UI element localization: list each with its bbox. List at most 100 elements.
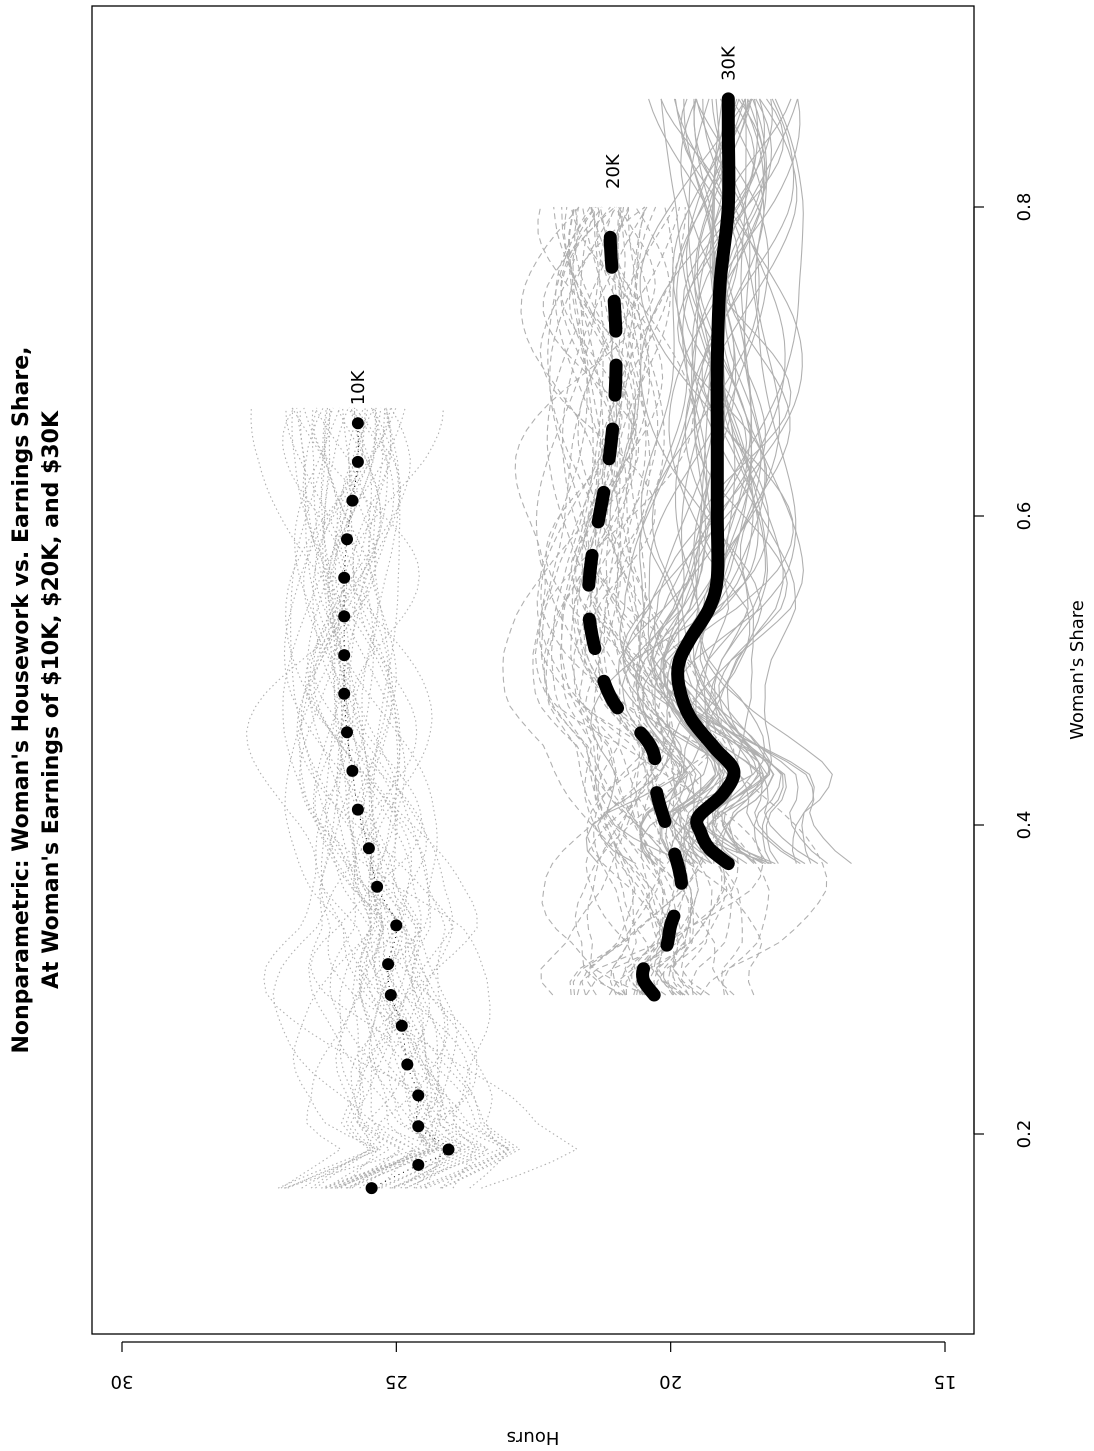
bootstrap-curve-10K — [354, 407, 475, 1189]
x-tick-label: 0.8 — [1014, 193, 1035, 222]
bootstrap-curve-10K — [245, 407, 510, 1189]
bootstrap-curve-20K — [584, 206, 763, 996]
bootstrap-curve-20K — [573, 206, 710, 996]
bootstrap-curve-30K — [654, 98, 754, 865]
bootstrap-curve-20K — [615, 206, 699, 996]
bootstrap-curve-20K — [574, 206, 636, 996]
bootstrap-curve-20K — [554, 206, 739, 996]
bootstrap-curve-20K — [576, 206, 661, 996]
bootstrap-curve-30K — [662, 98, 781, 864]
series-label-20K: 20K — [603, 153, 624, 189]
bootstrap-curve-30K — [639, 98, 797, 864]
series-point-10K — [346, 494, 359, 507]
bootstrap-curve-10K — [314, 407, 463, 1189]
y-tick-label-group: 25 — [385, 1371, 408, 1392]
x-tick-label: 0.4 — [1014, 811, 1035, 840]
bootstrap-curve-20K — [539, 206, 661, 996]
bootstrap-curve-30K — [617, 98, 801, 865]
y-tick-label: 20 — [659, 1371, 682, 1392]
bootstrap-curve-20K — [568, 206, 722, 996]
y-tick-label-group: 15 — [934, 1371, 957, 1392]
bootstrap-curve-10K — [303, 407, 449, 1189]
series-point-10K — [362, 842, 375, 855]
bootstrap-curve-20K — [616, 206, 683, 996]
bootstrap-curve-30K — [684, 98, 828, 865]
series-point-10K — [395, 1019, 408, 1032]
y-tick-label: 30 — [111, 1371, 134, 1392]
ylabel-group: Hours — [507, 1427, 560, 1448]
bootstrap-curve-20K — [540, 206, 828, 996]
bootstrap-curve-20K — [597, 206, 735, 996]
bootstrap-curve-10K — [282, 407, 471, 1189]
bootstrap-curve-30K — [674, 98, 833, 864]
bootstrap-curve-30K — [693, 98, 759, 864]
bootstrap-curve-20K — [572, 206, 686, 996]
series-lines: 10K 20K 30K — [338, 45, 741, 1195]
y-tick-label: 15 — [934, 1371, 957, 1392]
subtitle-group: At Woman's Earnings of $10K, $20K, and $… — [39, 410, 64, 989]
y-tick-label-group: 30 — [111, 1371, 134, 1392]
chart-title: Nonparametric: Woman's Housework vs. Ear… — [9, 346, 34, 1053]
series-point-10K — [412, 1089, 425, 1102]
series-label-group: 30K — [718, 45, 739, 81]
bootstrap-curve-20K — [502, 206, 698, 996]
series-point-10K — [384, 989, 397, 1001]
y-tick-label: 25 — [385, 1371, 408, 1392]
series-line-30K — [671, 92, 741, 871]
bootstrap-curve-30K — [622, 98, 757, 865]
bootstrap-curve-20K — [540, 206, 690, 996]
bootstrap-curve-30K — [635, 98, 804, 865]
series-point-10K — [338, 610, 351, 623]
series-label-group: 20K — [603, 153, 624, 189]
bootstrap-curve-10K — [293, 407, 433, 1189]
bootstrap-curve-20K — [605, 206, 699, 996]
bootstrap-curve-10K — [299, 407, 443, 1189]
series-point-10K — [442, 1143, 455, 1156]
x-axis-label: Woman's Share — [1067, 600, 1088, 740]
bootstrap-curve-10K — [301, 407, 453, 1189]
series-point-10K — [390, 919, 403, 932]
bootstrap-curve-10K — [372, 407, 517, 1189]
x-tick-label-group: 0.4 — [1014, 811, 1035, 840]
bootstrap-curve-20K — [570, 206, 676, 996]
series-label-group: 10K — [348, 369, 369, 405]
bootstrap-curve-10K — [287, 407, 449, 1189]
series-point-10K — [412, 1120, 425, 1133]
bootstrap-curve-20K — [546, 206, 721, 996]
bootstrap-curve-10K — [285, 407, 454, 1189]
xlabel-group: Woman's Share — [1067, 600, 1088, 740]
bootstrap-curve-20K — [543, 206, 694, 996]
y-axis-label: Hours — [507, 1427, 560, 1448]
bootstrap-curve-20K — [561, 206, 726, 996]
series-point-10K — [351, 417, 364, 430]
bootstrap-curve-10K — [311, 407, 404, 1189]
bootstrap-curve-30K — [666, 98, 753, 865]
bootstrap-curve-20K — [514, 206, 764, 996]
bootstrap-curve-10K — [303, 407, 394, 1189]
bootstrap-curve-10K — [310, 407, 422, 1189]
bootstrap-curve-30K — [622, 98, 787, 864]
series-point-10K — [351, 803, 364, 816]
bootstrap-curve-20K — [561, 206, 665, 996]
bootstrap-curve-10K — [299, 407, 438, 1189]
series-point-10K — [382, 958, 395, 971]
bootstrap-curve-20K — [603, 206, 713, 996]
bootstrap-curve-10K — [277, 407, 424, 1189]
bootstrap-curve-30K — [640, 98, 759, 864]
series-point-10K — [341, 726, 353, 739]
plot-frame — [91, 5, 975, 1335]
series-point-10K — [371, 880, 384, 893]
bootstrap-curve-20K — [545, 206, 690, 996]
bootstrap-curve-10K — [332, 407, 463, 1189]
bootstrap-curve-30K — [597, 98, 804, 865]
series-point-10K — [338, 571, 351, 584]
bootstrap-curve-30K — [590, 98, 770, 865]
bootstrap-curve-10K — [285, 407, 422, 1189]
axes: 0.2 0.4 0.6 0.8 15 20 25 30 — [111, 193, 1035, 1392]
bootstrap-curve-10K — [308, 407, 510, 1189]
chart-subtitle: At Woman's Earnings of $10K, $20K, and $… — [39, 410, 64, 989]
bootstrap-curve-10K — [272, 407, 443, 1189]
x-tick-label: 0.6 — [1014, 502, 1035, 531]
bootstrap-curve-30K — [647, 98, 775, 864]
